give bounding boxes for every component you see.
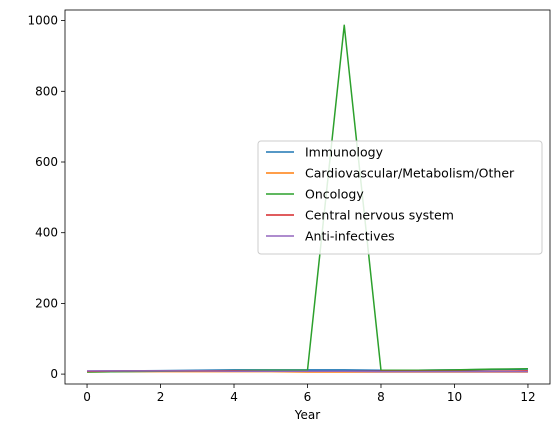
y-tick-label: 400	[35, 226, 58, 240]
x-axis-label: Year	[294, 408, 320, 422]
x-tick-label: 2	[157, 390, 165, 404]
y-tick-label: 600	[35, 155, 58, 169]
x-tick-label: 8	[377, 390, 385, 404]
x-axis: 0 2 4 6 8 10 12	[83, 384, 536, 404]
legend-entry: Oncology	[305, 187, 364, 202]
legend-entry: Anti-infectives	[305, 229, 395, 244]
legend-box	[257, 140, 543, 255]
y-tick-label: 1000	[27, 14, 58, 28]
x-tick-label: 12	[520, 390, 535, 404]
series-line-4	[87, 370, 528, 373]
y-axis: 0 200 400 600 800 1000	[27, 14, 65, 381]
legend-entry: Central nervous system	[305, 208, 454, 223]
y-tick-label: 800	[35, 84, 58, 98]
x-tick-label: 4	[230, 390, 238, 404]
x-tick-label: 0	[83, 390, 91, 404]
x-tick-label: 6	[304, 390, 312, 404]
legend: Immunology Cardiovascular/Metabolism/Othe…	[257, 140, 543, 255]
y-tick-label: 0	[50, 367, 58, 381]
legend-entry: Cardiovascular/Metabolism/Other	[305, 166, 515, 181]
legend-entry: Immunology	[305, 145, 384, 160]
plot-lines	[87, 24, 528, 373]
x-tick-label: 10	[447, 390, 462, 404]
y-tick-label: 200	[35, 296, 58, 310]
